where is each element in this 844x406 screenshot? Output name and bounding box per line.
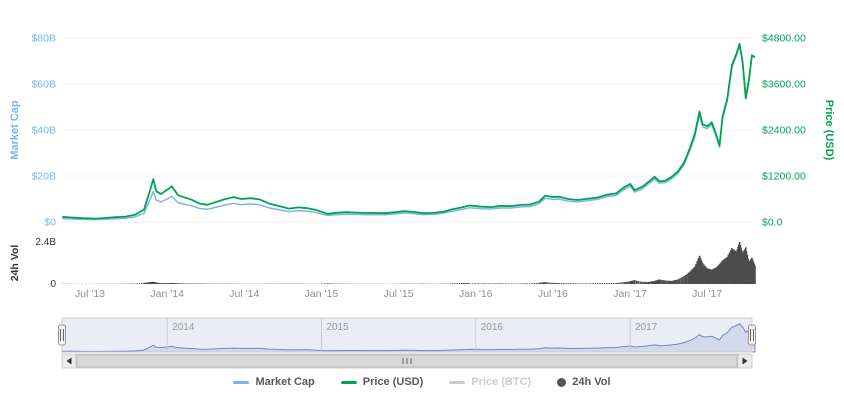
- navigator-year-label: 2014: [172, 322, 195, 333]
- market-cap-tick-label: $0: [44, 217, 56, 229]
- x-axis-tick-label: Jul '13: [75, 288, 105, 300]
- price-usd-tick-label: $1200.00: [762, 171, 806, 183]
- gridlines: [62, 37, 756, 223]
- market-cap-tick-label: $80B: [31, 33, 56, 45]
- x-axis-tick-label: Jul '14: [229, 288, 259, 300]
- legend-item-24h-vol[interactable]: 24h Vol: [557, 376, 611, 388]
- line-marker-icon: [340, 380, 357, 384]
- x-axis-tick-label: Jul '15: [384, 288, 414, 300]
- navigator-right-handle[interactable]: [748, 324, 756, 346]
- navigator[interactable]: [58, 317, 756, 353]
- chart-canvas[interactable]: $0 $20B $40B $60B $80B $0.0 $1200.00 $2400.00 $3…: [0, 0, 844, 372]
- scrollbar[interactable]: [61, 353, 753, 369]
- legend-label: 24h Vol: [572, 376, 611, 388]
- line-marker-icon: [233, 380, 250, 384]
- market-cap-tick-label: $20B: [31, 171, 56, 183]
- navigator-left-handle[interactable]: [58, 324, 66, 346]
- x-axis-tick-label: Jan '15: [305, 288, 339, 300]
- navigator-year-label: 2015: [326, 322, 349, 333]
- navigator-area-series: [61, 323, 756, 353]
- chart-legend: Market Cap Price (USD) Price (BTC) 24h Vol: [0, 376, 844, 388]
- price-usd-tick-label: $4800.00: [762, 33, 806, 45]
- volume-bars: [61, 242, 756, 285]
- line-marker-icon: [449, 380, 466, 384]
- price-usd-line: [62, 42, 756, 220]
- right-arrow-icon: [742, 357, 748, 365]
- price-usd-tick-label: $2400.00: [762, 125, 806, 137]
- navigator-year-label: 2016: [481, 322, 504, 333]
- market-cap-tick-label: $60B: [31, 79, 56, 91]
- market-cap-line: [62, 44, 756, 221]
- x-axis-tick-label: Jan '16: [459, 288, 493, 300]
- left-arrow-icon: [66, 357, 72, 365]
- legend-label: Price (USD): [362, 376, 424, 388]
- x-axis-tick-label: Jan '14: [150, 288, 184, 300]
- price-usd-tick-label: $0.0: [762, 217, 783, 229]
- legend-item-price-usd[interactable]: Price (USD): [340, 376, 424, 388]
- navigator-year-label: 2017: [635, 322, 658, 333]
- legend-item-market-cap[interactable]: Market Cap: [233, 376, 315, 388]
- legend-item-price-btc[interactable]: Price (BTC): [449, 376, 531, 388]
- legend-label: Market Cap: [255, 376, 315, 388]
- legend-label: Price (BTC): [471, 376, 532, 388]
- volume-tick-label: 0: [50, 279, 56, 290]
- volume-tick-label: 2.4B: [35, 237, 56, 248]
- market-cap-tick-label: $40B: [31, 125, 56, 137]
- price-usd-tick-label: $3600.00: [762, 79, 806, 91]
- navigator-selected-mask: [61, 317, 753, 353]
- x-axis-tick-label: Jul '16: [538, 288, 568, 300]
- x-axis-tick-label: Jul '17: [692, 288, 722, 300]
- circle-marker-icon: [557, 377, 567, 387]
- x-axis-tick-label: Jan '17: [613, 288, 647, 300]
